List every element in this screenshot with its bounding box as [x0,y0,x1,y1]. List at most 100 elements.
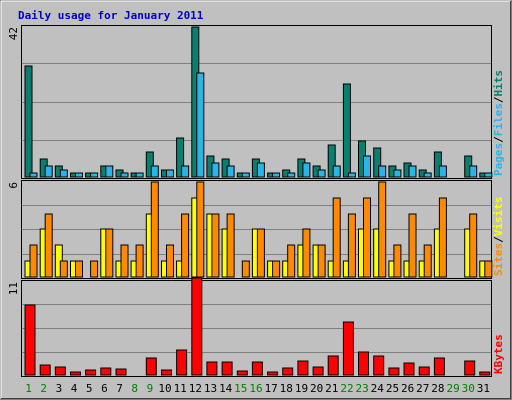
visits-sites-bar-sites-31 [484,260,493,278]
day-label-3: 3 [56,382,63,395]
day-label-5: 5 [86,382,93,395]
kbytes-bar-kbytes-12 [191,277,203,376]
hits-files-pages-bar-files-2 [44,165,53,178]
hits-files-pages-bar-hits-11 [176,137,185,178]
day-label-28: 28 [431,382,444,395]
visits-sites-bar-sites-17 [272,260,281,278]
hits-files-pages-bar-files-8 [135,172,144,178]
visits-sites-bar-sites-30 [469,213,478,278]
hits-files-pages-bar-hits-22 [342,83,351,178]
day-label-17: 17 [265,382,278,395]
day-label-26: 26 [401,382,414,395]
day-label-1: 1 [25,382,32,395]
kbytes-bar-kbytes-5 [85,369,97,376]
hits-files-pages-bar-files-14 [226,165,235,178]
hits-files-pages-bar-files-24 [378,165,387,178]
hits-files-pages-bar-files-23 [363,155,371,178]
kbytes-bar-kbytes-19 [297,360,309,376]
kbytes-bar-kbytes-7 [115,368,127,376]
visits-sites-bar-sites-25 [393,244,402,278]
day-label-23: 23 [355,382,368,395]
kbytes-bar-kbytes-4 [70,371,81,376]
hits-files-pages-bar-files-1 [29,172,38,178]
day-label-7: 7 [116,382,123,395]
day-label-12: 12 [189,382,202,395]
hits-files-pages-bar-files-6 [105,165,114,178]
hits-legend-separator: / [492,96,505,103]
hits-files-pages-bar-files-19 [302,162,311,178]
hits-legend-entry: Files [492,103,505,136]
day-label-10: 10 [158,382,171,395]
kbytes-bar-kbytes-30 [464,360,476,376]
visits-sites-bar-sites-23 [363,197,371,278]
kbytes-legend-entry: KBytes [492,334,505,374]
visits-sites-bar-sites-1 [29,244,38,278]
day-label-16: 16 [249,382,262,395]
day-label-13: 13 [204,382,217,395]
kbytes-legend: KBytes [492,334,505,374]
visits-sites-bar-sites-7 [120,244,129,278]
hits-files-pages-bar-files-25 [393,169,402,178]
hits-files-pages-bar-hits-21 [327,144,336,178]
kbytes-bar-kbytes-23 [358,351,369,376]
visits-sites-bar-sites-14 [226,213,235,278]
visits-legend: Sites/Visits [492,197,505,277]
hits-files-pages-bar-files-17 [272,172,281,178]
visits-sites-bar-sites-12 [196,181,205,278]
hits-files-pages-bar-hits-28 [433,151,442,178]
visits-sites-bar-sites-26 [408,213,417,278]
day-label-8: 8 [131,382,138,395]
kbytes-bar-kbytes-17 [267,371,279,376]
visits-sites-bar-sites-3 [59,260,68,278]
hits-files-pages-bar-files-11 [181,165,190,178]
kbytes-bar-kbytes-13 [206,361,218,376]
visits-sites-bar-sites-6 [105,228,114,278]
kbytes-bar-kbytes-16 [251,361,263,376]
kbytes-bar-kbytes-28 [433,357,445,376]
day-label-2: 2 [40,382,47,395]
hits-files-pages-bar-files-27 [423,172,432,178]
kbytes-bar-kbytes-6 [100,367,112,376]
hits-files-pages-bar-files-4 [75,172,83,178]
hits-files-pages-bar-files-22 [347,172,356,178]
kbytes-bar-kbytes-2 [39,364,51,376]
day-label-30: 30 [462,382,475,395]
hits-files-pages-bar-files-9 [150,165,159,178]
day-label-19: 19 [295,382,308,395]
hits-legend-entry: Hits [492,70,505,97]
visits-sites-bar-sites-20 [317,244,326,278]
visits-sites-bar-sites-27 [423,244,432,278]
visits-sites-bar-sites-4 [75,260,83,278]
kbytes-bar-kbytes-31 [479,371,491,376]
kbytes-bar-kbytes-18 [282,367,294,376]
kbytes-bar-kbytes-10 [161,369,172,376]
day-label-9: 9 [147,382,154,395]
hits-files-pages-bar-files-30 [469,165,478,178]
hits-files-pages-bar-files-31 [484,172,493,178]
visits-sites-bar-sites-19 [302,228,311,278]
visits-sites-bar-sites-15 [241,260,250,278]
hits-files-pages-bar-files-26 [408,165,417,178]
day-label-6: 6 [101,382,108,395]
hits-files-pages-bar-files-7 [120,172,129,178]
visits-sites-bar-sites-22 [347,213,356,278]
visits-sites-bar-sites-9 [150,181,159,278]
day-label-24: 24 [371,382,385,395]
day-label-18: 18 [280,382,293,395]
hits-files-pages-bar-files-16 [256,162,265,178]
kbytes-bar-kbytes-26 [403,362,415,376]
visits-sites-bar-sites-11 [181,213,190,278]
hits-files-pages-bar-hits-1 [24,65,33,178]
kbytes-bar-kbytes-14 [221,361,233,376]
visits-sites-bar-sites-2 [44,213,53,278]
hits-panel-ymax-label: 42 [7,27,20,40]
kbytes-bar-kbytes-20 [312,366,324,376]
visits-legend-entry: Visits [492,197,505,237]
hits-files-pages-bar-files-28 [438,165,447,178]
kbytes-bar-kbytes-24 [373,355,385,376]
hits-files-pages-bar-hits-9 [145,151,154,178]
visits-legend-separator: / [492,236,505,243]
hits-files-pages-bar-files-20 [317,169,326,178]
chart-title: Daily usage for January 2011 [18,9,204,22]
